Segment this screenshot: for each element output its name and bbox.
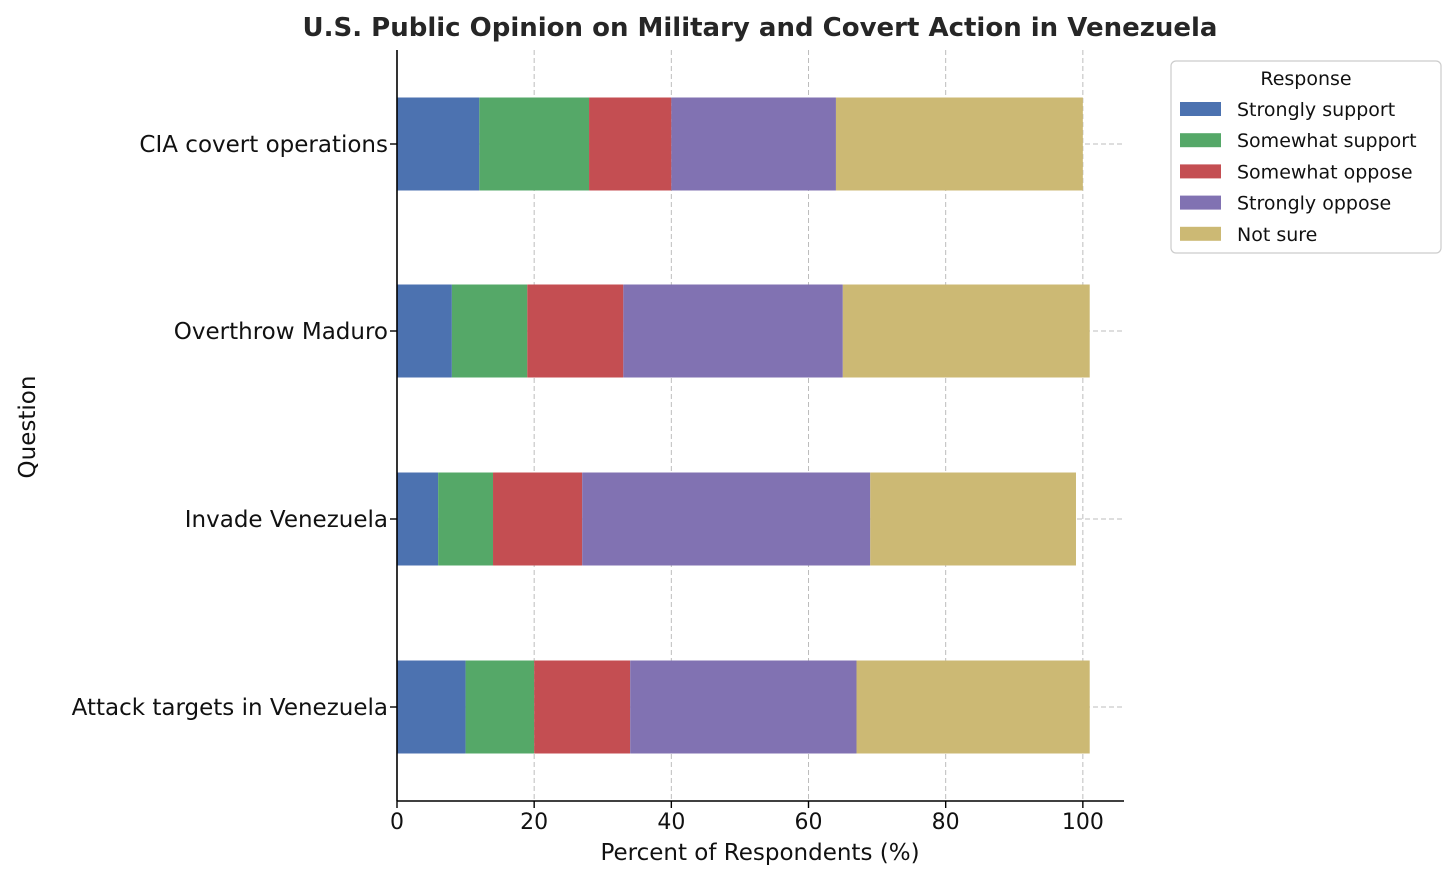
legend-label: Somewhat support xyxy=(1237,130,1417,152)
x-tick-label: 20 xyxy=(520,810,548,835)
bar-segment xyxy=(493,472,583,566)
legend-label: Not sure xyxy=(1237,224,1317,246)
legend-swatch xyxy=(1180,102,1221,116)
bar-segment xyxy=(397,97,480,191)
bar-segment xyxy=(438,472,494,566)
legend: Response Strongly support Somewhat suppor… xyxy=(1170,60,1442,254)
legend-swatch xyxy=(1180,195,1221,210)
legend-label: Strongly support xyxy=(1237,99,1395,121)
x-tick-label: 60 xyxy=(795,810,823,835)
x-tick-label: 0 xyxy=(390,810,404,835)
legend-items: Strongly support Somewhat support Somewhat… xyxy=(1180,99,1417,246)
category-label: Attack targets in Venezuela xyxy=(72,695,388,721)
x-tick-label: 40 xyxy=(657,810,685,835)
legend-label: Somewhat oppose xyxy=(1237,161,1413,183)
x-tick-label: 80 xyxy=(932,810,960,835)
axes xyxy=(396,50,1124,802)
bar-segment xyxy=(582,472,871,566)
y-axis-title: Question xyxy=(15,376,41,479)
bar-segment xyxy=(835,97,1083,191)
x-tick-label: 100 xyxy=(1062,810,1104,835)
x-axis-title: Percent of Respondents (%) xyxy=(600,840,919,866)
legend-swatch xyxy=(1180,133,1221,148)
chart-title: U.S. Public Opinion on Military and Cove… xyxy=(303,13,1218,43)
category-label: CIA covert operations xyxy=(139,132,388,158)
bar-segment xyxy=(479,97,590,191)
bar-segment xyxy=(630,660,857,754)
bar-segment xyxy=(623,284,843,378)
bar-segment xyxy=(842,284,1090,378)
category-label: Overthrow Maduro xyxy=(174,319,388,345)
legend-box xyxy=(1170,60,1442,254)
x-ticks: 0 20 40 60 80 100 xyxy=(390,801,1104,835)
bar-segment xyxy=(534,660,631,754)
bar-segment xyxy=(870,472,1076,566)
bar-segment xyxy=(671,97,836,191)
bar-segment xyxy=(397,284,452,378)
legend-title: Response xyxy=(1260,68,1351,90)
legend-label: Strongly oppose xyxy=(1237,193,1391,215)
bar-segment xyxy=(589,97,672,191)
bar-segment xyxy=(465,660,535,754)
bar-segment xyxy=(397,472,439,566)
bar-segment xyxy=(397,660,466,754)
bars xyxy=(397,97,1090,754)
bar-segment xyxy=(527,284,624,378)
y-category-labels: CIA covert operations Overthrow Maduro Inv… xyxy=(72,132,397,721)
category-label: Invade Venezuela xyxy=(185,507,388,533)
bar-segment xyxy=(451,284,528,378)
legend-swatch xyxy=(1180,226,1221,241)
bar-segment xyxy=(856,660,1090,754)
legend-swatch xyxy=(1180,164,1221,179)
